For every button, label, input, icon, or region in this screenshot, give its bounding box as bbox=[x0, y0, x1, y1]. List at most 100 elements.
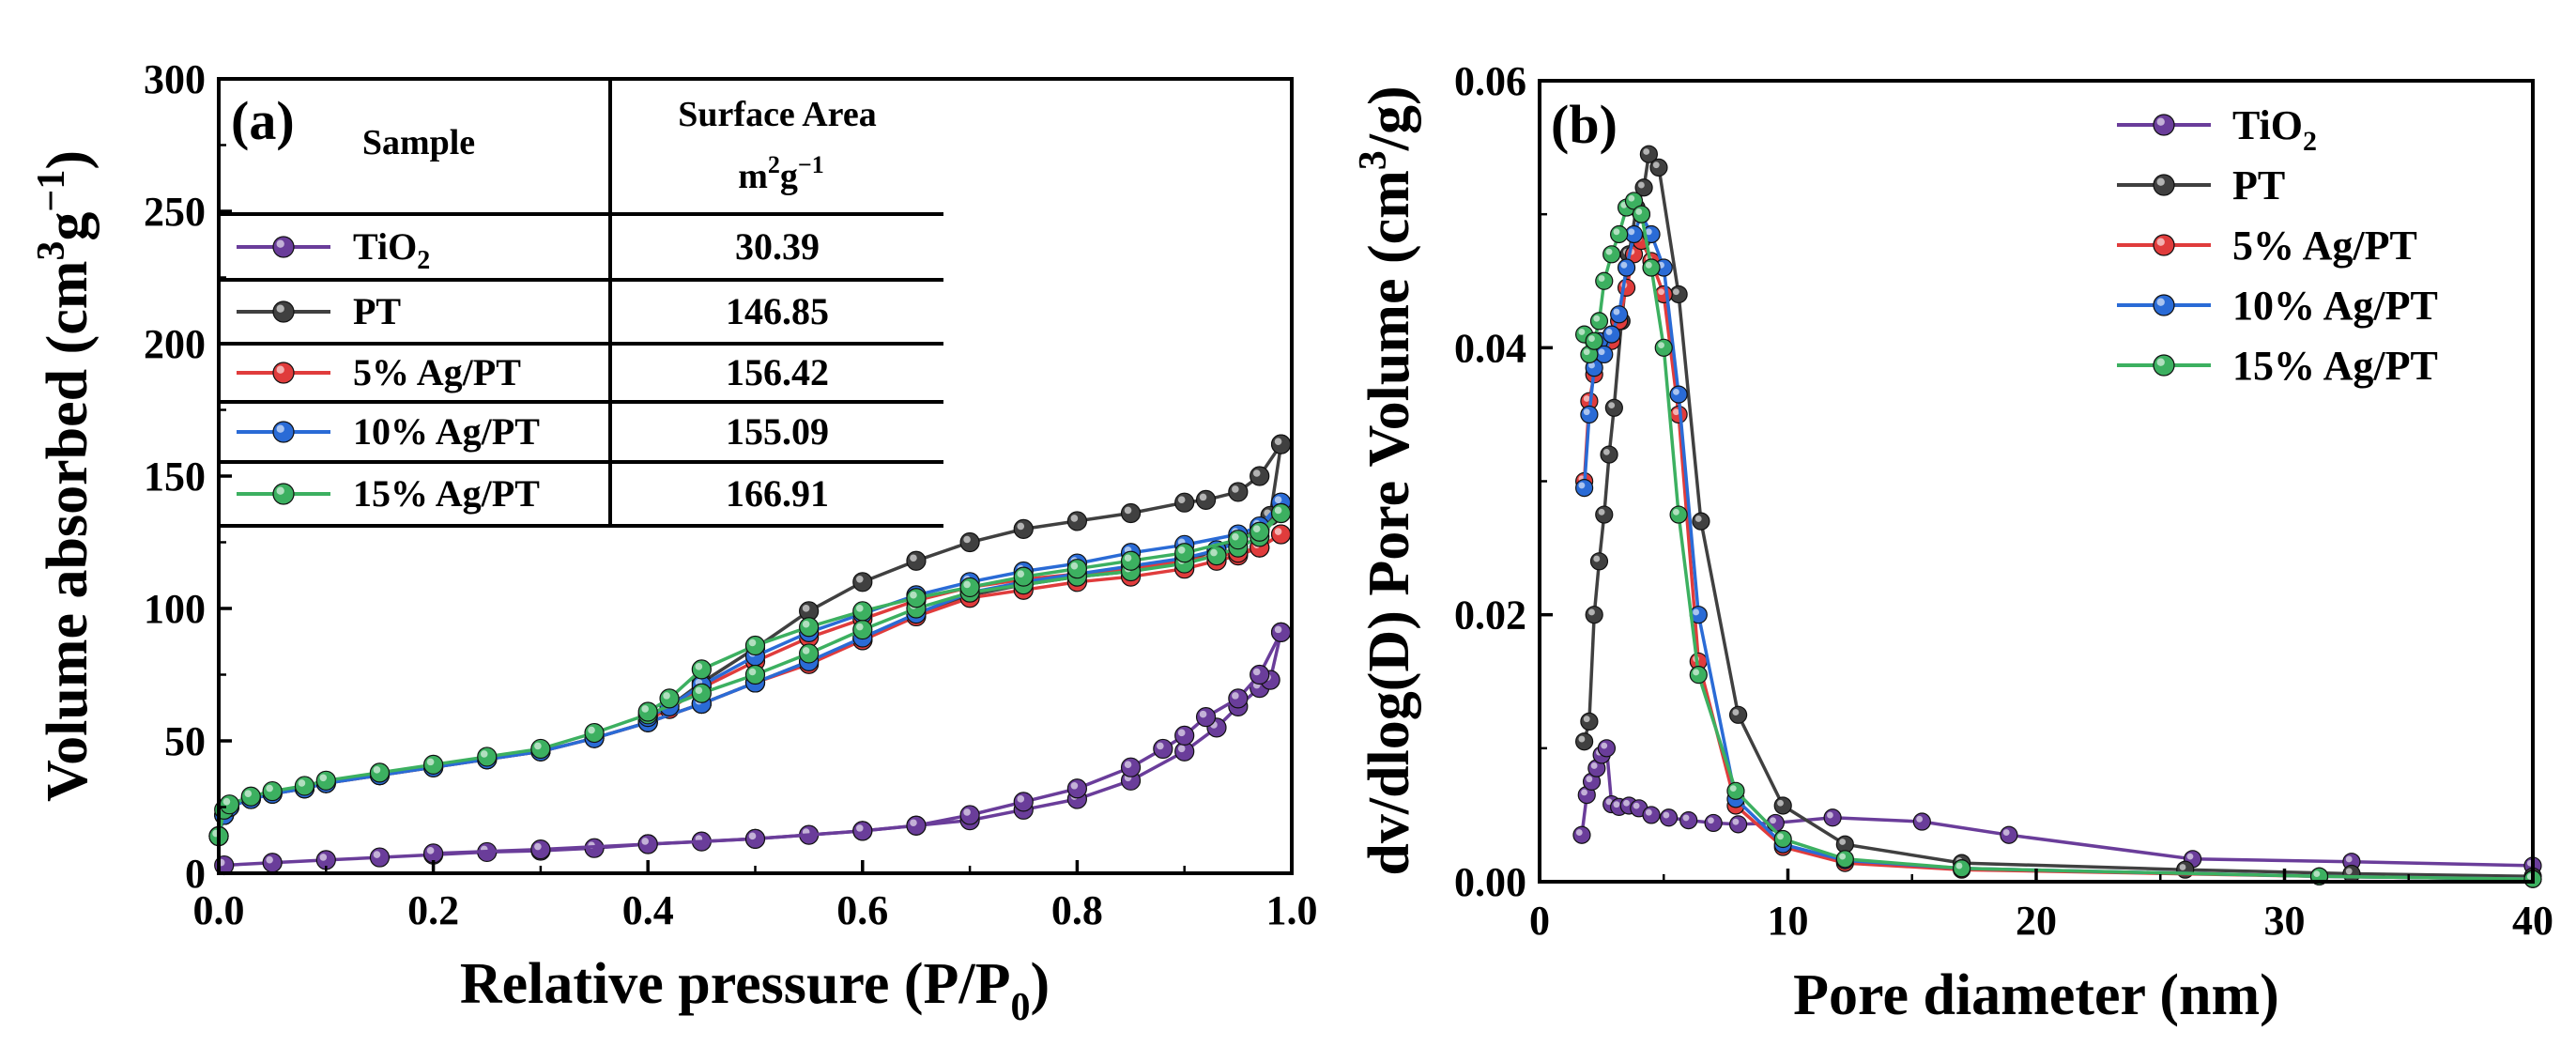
row-legend-marker bbox=[272, 421, 295, 443]
series-point bbox=[1649, 158, 1668, 177]
panel-a-series-group bbox=[208, 434, 1292, 876]
table-row: PT 146.85 bbox=[237, 290, 829, 332]
series-point bbox=[1604, 398, 1623, 417]
series-point bbox=[1634, 178, 1653, 197]
isotherm-series-15pct-ag-pt bbox=[208, 502, 1292, 847]
desorption-point bbox=[1120, 502, 1142, 524]
table-header-surface-area: Surface Area bbox=[678, 95, 876, 134]
desorption-point bbox=[1270, 502, 1292, 524]
y-tick-label: 150 bbox=[144, 454, 206, 500]
x-tick-label: 0 bbox=[1529, 898, 1550, 944]
desorption-point bbox=[852, 821, 873, 841]
series-point bbox=[1600, 445, 1618, 464]
desorption-point bbox=[659, 688, 680, 709]
x-tick-label: 0.0 bbox=[193, 887, 245, 933]
legend-label: TiO2 bbox=[2232, 102, 2317, 157]
desorption-point bbox=[1195, 489, 1217, 510]
desorption-point bbox=[906, 815, 927, 836]
desorption-point bbox=[1120, 757, 1142, 777]
series-line bbox=[1582, 149, 2534, 879]
ylabel-main: dv/dlog(D) Pore Volume (cm bbox=[1357, 170, 1421, 875]
series-point bbox=[1582, 772, 1602, 791]
adsorption-point bbox=[219, 794, 240, 815]
series-point bbox=[1577, 785, 1596, 805]
row-legend-marker bbox=[272, 483, 295, 505]
desorption-point bbox=[1270, 524, 1292, 545]
legend-marker bbox=[2153, 114, 2175, 136]
desorption-point bbox=[1013, 566, 1034, 587]
xlabel-main: Relative pressure (P/P bbox=[460, 952, 1011, 1016]
panel-a-y-ticks: 0 50 100 150 200 250 300 bbox=[144, 56, 232, 897]
panel-b-plot-frame bbox=[1538, 79, 2535, 884]
y-tick-label: 0.04 bbox=[1454, 325, 1526, 371]
desorption-point bbox=[1250, 664, 1270, 685]
row-sample-name: 15% Ag/PT bbox=[353, 472, 540, 515]
desorption-point bbox=[1228, 482, 1249, 502]
desorption-point bbox=[1066, 559, 1088, 579]
ylabel-mid: g bbox=[36, 212, 100, 241]
series-point bbox=[1773, 829, 1792, 849]
panel-a-x-ticks: 0.0 0.2 0.4 0.6 0.8 1.0 bbox=[193, 860, 1318, 933]
y-tick-label: 200 bbox=[144, 321, 206, 367]
ylabel-end: /g) bbox=[1357, 85, 1421, 151]
series-point bbox=[1589, 312, 1609, 331]
unit-sup: −1 bbox=[798, 151, 824, 178]
adsorption-point bbox=[423, 754, 444, 775]
row-sample-name: TiO2 bbox=[353, 225, 430, 275]
legend-marker bbox=[2153, 234, 2175, 256]
row-sample-text: 15% Ag/PT bbox=[353, 472, 540, 515]
desorption-point bbox=[691, 659, 712, 680]
series-point bbox=[1580, 712, 1599, 731]
adsorption-point bbox=[1206, 545, 1227, 566]
desorption-point bbox=[530, 839, 551, 860]
y-tick-label: 0.02 bbox=[1454, 593, 1526, 639]
desorption-point bbox=[1174, 543, 1195, 563]
series-point bbox=[1679, 811, 1698, 830]
desorption-point bbox=[1013, 518, 1034, 540]
series-point bbox=[1704, 813, 1723, 833]
adsorption-point bbox=[799, 643, 820, 664]
desorption-point bbox=[1066, 778, 1088, 799]
panel-b-series-group bbox=[1572, 145, 2542, 888]
row-sample-name: PT bbox=[353, 290, 401, 332]
x-tick-label: 20 bbox=[2016, 898, 2057, 944]
desorption-point bbox=[744, 635, 766, 656]
surface-area-table: (a) Sample Surface Area m2g−1 TiO2 30.39P… bbox=[219, 79, 943, 528]
adsorption-point bbox=[315, 770, 336, 791]
panel-b-y-ticks: 0.00 0.02 0.04 0.06 bbox=[1454, 58, 1553, 905]
row-sample-name: 10% Ag/PT bbox=[353, 410, 540, 453]
desorption-point bbox=[906, 588, 927, 608]
series-point bbox=[1617, 278, 1636, 297]
pore-series-pt bbox=[1575, 145, 2542, 885]
x-tick-label: 0.8 bbox=[1051, 887, 1103, 933]
legend-marker bbox=[2153, 294, 2175, 316]
series-point bbox=[1639, 145, 1658, 163]
pore-series-5pct-ag-pt bbox=[1575, 232, 2542, 888]
series-point bbox=[1589, 552, 1609, 571]
desorption-point bbox=[1066, 511, 1088, 531]
panel-b-x-axis-title: Pore diameter (nm) bbox=[1793, 963, 2279, 1027]
adsorption-point bbox=[315, 850, 336, 870]
desorption-point bbox=[799, 617, 820, 638]
adsorption-point bbox=[852, 619, 873, 640]
x-tick-label: 30 bbox=[2264, 898, 2306, 944]
series-point bbox=[1602, 245, 1621, 264]
y-tick-label: 100 bbox=[144, 586, 206, 632]
series-point bbox=[1766, 813, 1785, 833]
series-point bbox=[1659, 808, 1679, 827]
y-tick-label: 300 bbox=[144, 56, 206, 102]
xlabel-sub: 0 bbox=[1010, 986, 1030, 1029]
x-tick-label: 0.6 bbox=[836, 887, 888, 933]
desorption-point bbox=[637, 701, 658, 722]
desorption-point bbox=[799, 601, 820, 622]
series-point bbox=[1669, 385, 1688, 404]
series-point bbox=[1835, 850, 1854, 869]
x-tick-label: 1.0 bbox=[1266, 887, 1318, 933]
series-point bbox=[1610, 305, 1629, 324]
desorption-point bbox=[1120, 550, 1142, 571]
desorption-point bbox=[1153, 738, 1173, 760]
desorption-point bbox=[959, 577, 980, 598]
table-background bbox=[221, 81, 943, 526]
series-point bbox=[1669, 285, 1688, 304]
